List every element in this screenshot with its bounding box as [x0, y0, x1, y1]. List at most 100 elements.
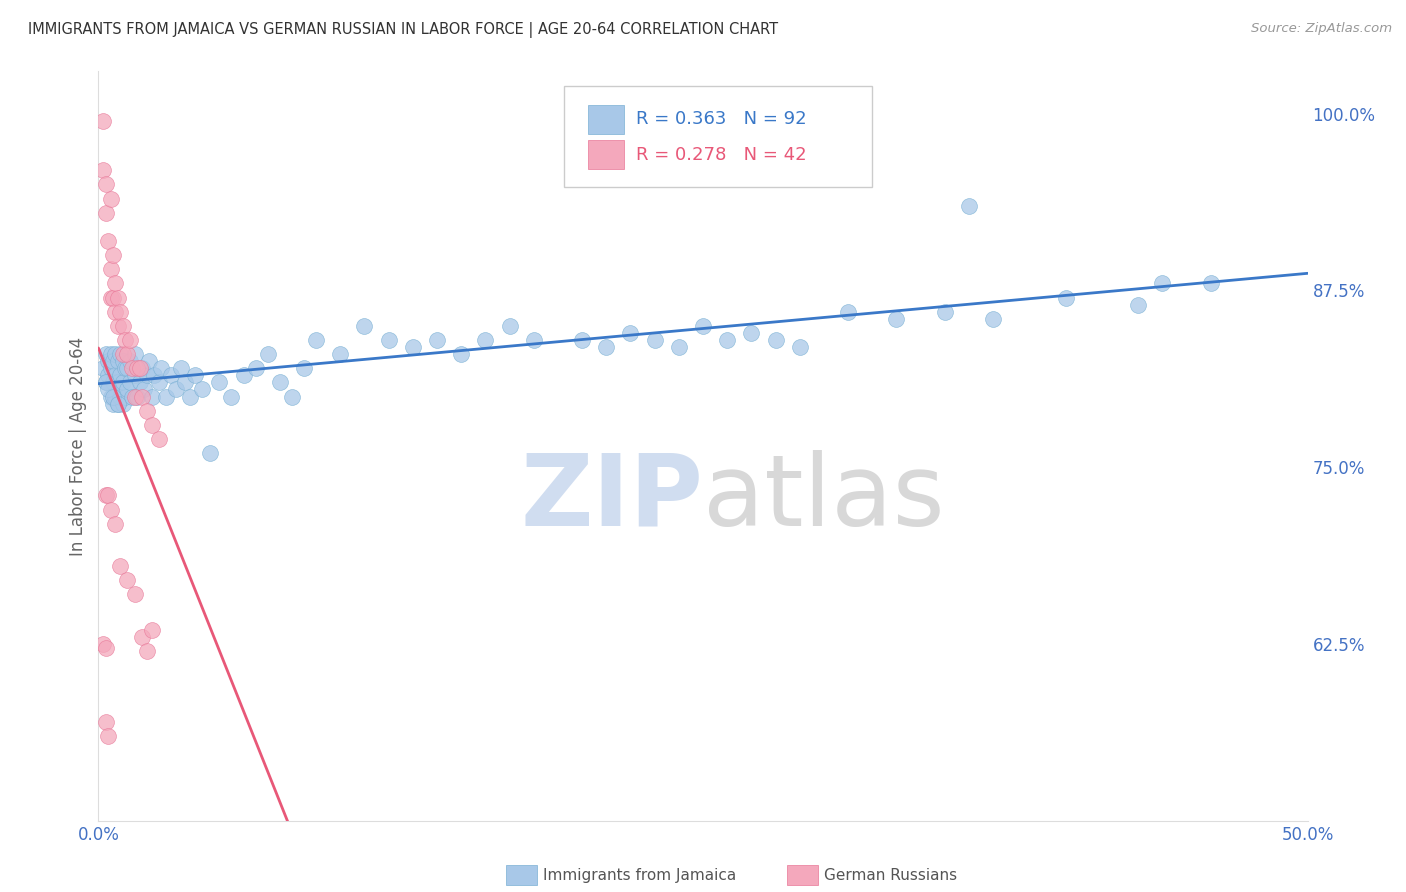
- Point: [127, 361, 149, 376]
- Point: [94, 641, 117, 656]
- Text: Source: ZipAtlas.com: Source: ZipAtlas.com: [1251, 22, 1392, 36]
- Point: [101, 376, 124, 390]
- Point: [165, 383, 187, 397]
- Point: [104, 304, 127, 318]
- Point: [426, 333, 449, 347]
- Point: [169, 361, 191, 376]
- Point: [97, 729, 120, 743]
- Point: [135, 403, 157, 417]
- Point: [107, 376, 129, 390]
- Point: [111, 396, 134, 410]
- Point: [114, 361, 136, 376]
- Point: [97, 368, 120, 383]
- Point: [668, 340, 690, 354]
- Point: [108, 304, 131, 318]
- Point: [179, 390, 201, 404]
- Text: atlas: atlas: [703, 450, 945, 547]
- Point: [100, 192, 122, 206]
- Text: R = 0.278   N = 42: R = 0.278 N = 42: [637, 145, 807, 163]
- Point: [256, 347, 278, 361]
- Point: [143, 368, 166, 383]
- Point: [104, 516, 127, 531]
- Point: [160, 368, 183, 383]
- Point: [118, 354, 141, 368]
- Point: [450, 347, 472, 361]
- Point: [108, 368, 131, 383]
- Point: [329, 347, 352, 361]
- Point: [108, 390, 131, 404]
- Point: [91, 163, 114, 178]
- Point: [644, 333, 666, 347]
- Point: [198, 446, 221, 460]
- Point: [292, 361, 315, 376]
- Point: [107, 396, 129, 410]
- Point: [100, 361, 122, 376]
- Point: [100, 262, 122, 277]
- Point: [100, 502, 122, 516]
- Point: [886, 311, 908, 326]
- Y-axis label: In Labor Force | Age 20-64: In Labor Force | Age 20-64: [69, 336, 87, 556]
- Point: [141, 623, 163, 637]
- Point: [128, 361, 150, 376]
- Point: [97, 383, 120, 397]
- Point: [208, 376, 231, 390]
- Point: [353, 318, 375, 333]
- Point: [131, 390, 153, 404]
- Point: [91, 113, 114, 128]
- Point: [94, 376, 117, 390]
- Point: [1128, 298, 1150, 312]
- Point: [111, 354, 134, 368]
- Point: [141, 417, 163, 432]
- Point: [174, 376, 197, 390]
- Point: [117, 574, 139, 588]
- Point: [184, 368, 207, 383]
- Point: [269, 376, 291, 390]
- Text: Immigrants from Jamaica: Immigrants from Jamaica: [543, 868, 735, 882]
- Point: [100, 291, 122, 305]
- Point: [837, 304, 859, 318]
- Point: [97, 234, 120, 248]
- Point: [108, 347, 131, 361]
- Point: [498, 318, 520, 333]
- Point: [131, 630, 153, 644]
- Point: [107, 291, 129, 305]
- Point: [1152, 277, 1174, 291]
- Point: [91, 637, 114, 651]
- Point: [155, 390, 177, 404]
- Text: R = 0.363   N = 92: R = 0.363 N = 92: [637, 111, 807, 128]
- Point: [1199, 277, 1222, 291]
- Text: German Russians: German Russians: [824, 868, 957, 882]
- Point: [101, 390, 124, 404]
- Point: [97, 488, 120, 502]
- Point: [571, 333, 593, 347]
- Point: [148, 376, 170, 390]
- Point: [118, 376, 141, 390]
- Point: [101, 291, 124, 305]
- Point: [94, 714, 117, 729]
- Point: [135, 368, 157, 383]
- Text: IMMIGRANTS FROM JAMAICA VS GERMAN RUSSIAN IN LABOR FORCE | AGE 20-64 CORRELATION: IMMIGRANTS FROM JAMAICA VS GERMAN RUSSIA…: [28, 22, 779, 38]
- Point: [101, 248, 124, 262]
- Point: [232, 368, 254, 383]
- Point: [934, 304, 956, 318]
- Point: [100, 347, 122, 361]
- Point: [124, 347, 146, 361]
- Point: [1054, 291, 1077, 305]
- Point: [377, 333, 399, 347]
- Point: [104, 368, 127, 383]
- Point: [131, 361, 153, 376]
- Point: [765, 333, 787, 347]
- Point: [114, 390, 136, 404]
- Point: [94, 376, 117, 390]
- Point: [138, 354, 160, 368]
- Point: [104, 390, 127, 404]
- Text: ZIP: ZIP: [520, 450, 703, 547]
- Point: [118, 333, 141, 347]
- Point: [619, 326, 641, 340]
- Point: [117, 383, 139, 397]
- Point: [107, 396, 129, 410]
- Point: [692, 318, 714, 333]
- Point: [111, 347, 134, 361]
- Point: [121, 390, 143, 404]
- Point: [101, 396, 124, 410]
